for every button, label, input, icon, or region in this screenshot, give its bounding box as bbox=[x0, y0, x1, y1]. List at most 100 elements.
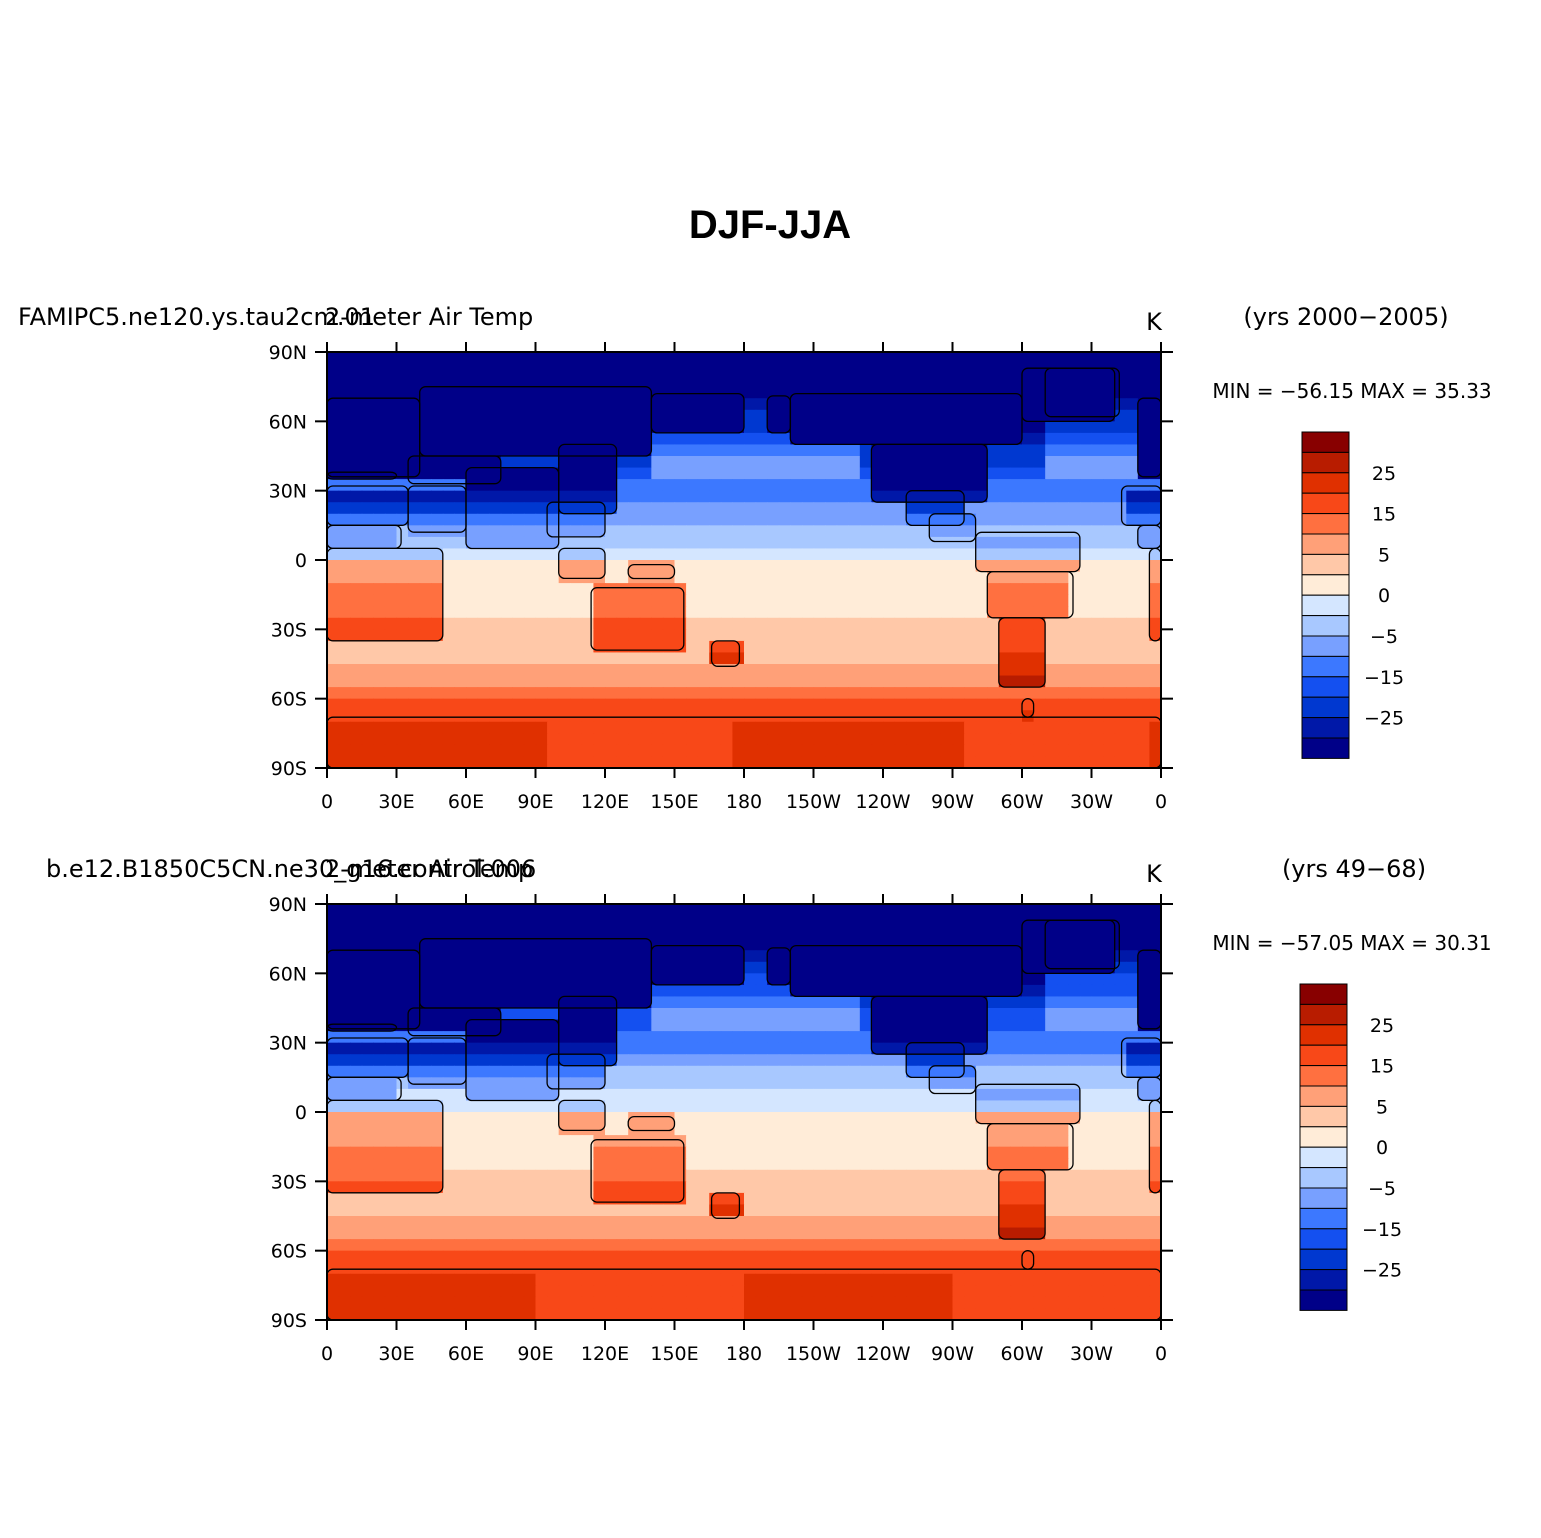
field-cell bbox=[952, 525, 965, 538]
field-cell bbox=[373, 721, 386, 734]
field-cell bbox=[929, 594, 942, 607]
field-cell bbox=[732, 687, 745, 700]
field-cell bbox=[384, 961, 398, 974]
field-cell bbox=[558, 490, 571, 503]
field-cell bbox=[477, 1192, 490, 1206]
field-cell bbox=[975, 606, 988, 619]
field-cell bbox=[1010, 421, 1023, 434]
field-cell bbox=[1033, 996, 1046, 1009]
field-cell bbox=[651, 386, 664, 399]
field-cell bbox=[848, 1239, 861, 1252]
field-cell bbox=[466, 548, 479, 561]
field-cell bbox=[1056, 733, 1069, 746]
field-cell bbox=[975, 1123, 988, 1136]
field-cell bbox=[1033, 456, 1046, 469]
field-cell bbox=[732, 502, 745, 515]
field-cell bbox=[396, 571, 409, 584]
field-cell bbox=[558, 652, 571, 665]
field-cell bbox=[917, 961, 930, 974]
field-cell bbox=[709, 525, 722, 538]
field-cell bbox=[1126, 652, 1139, 665]
field-cell bbox=[697, 1112, 710, 1125]
field-cell bbox=[373, 961, 386, 974]
field-cell bbox=[1114, 1216, 1127, 1229]
field-cell bbox=[442, 375, 456, 388]
field-cell bbox=[581, 490, 595, 503]
field-cell bbox=[327, 490, 340, 503]
field-cell bbox=[848, 606, 861, 619]
field-cell bbox=[581, 1019, 595, 1032]
field-cell bbox=[813, 1088, 826, 1102]
field-cell bbox=[1045, 1250, 1058, 1263]
field-cell bbox=[605, 904, 618, 917]
field-cell bbox=[512, 1042, 525, 1055]
field-cell bbox=[709, 617, 722, 630]
field-cell bbox=[512, 756, 525, 769]
field-cell bbox=[581, 363, 595, 376]
field-cell bbox=[373, 571, 386, 584]
field-cell bbox=[848, 536, 861, 550]
field-cell bbox=[1103, 386, 1116, 399]
field-cell bbox=[500, 467, 513, 480]
field-cell bbox=[720, 756, 734, 769]
field-cell bbox=[790, 1008, 803, 1021]
field-cell bbox=[454, 984, 467, 998]
field-cell bbox=[558, 698, 571, 711]
field-cell bbox=[1045, 996, 1058, 1009]
field-cell bbox=[709, 961, 722, 974]
field-cell bbox=[697, 1077, 710, 1090]
field-cell bbox=[466, 1262, 479, 1275]
field-cell bbox=[674, 675, 687, 688]
field-cell bbox=[500, 583, 513, 596]
field-cell bbox=[547, 502, 560, 515]
field-cell bbox=[361, 386, 374, 399]
field-cell bbox=[1126, 560, 1139, 573]
field-cell bbox=[466, 617, 479, 630]
field-cell bbox=[466, 687, 479, 700]
field-cell bbox=[662, 1181, 676, 1194]
field-cell bbox=[662, 409, 676, 422]
field-cell bbox=[801, 938, 815, 951]
field-cell bbox=[628, 984, 641, 998]
field-cell bbox=[489, 617, 502, 630]
field-cell bbox=[1033, 548, 1046, 561]
field-cell bbox=[338, 560, 351, 573]
field-cell bbox=[1033, 560, 1046, 573]
field-cell bbox=[384, 432, 398, 446]
field-cell bbox=[1045, 363, 1058, 376]
field-cell bbox=[500, 1250, 513, 1263]
field-cell bbox=[384, 640, 398, 654]
field-cell bbox=[1056, 927, 1069, 940]
field-cell bbox=[373, 1077, 386, 1090]
field-cell bbox=[859, 961, 873, 974]
field-cell bbox=[454, 1054, 467, 1067]
field-cell bbox=[732, 950, 745, 963]
field-cell bbox=[419, 1262, 432, 1275]
field-cell bbox=[327, 756, 340, 769]
field-cell bbox=[512, 490, 525, 503]
field-cell bbox=[1010, 1216, 1023, 1229]
field-cell bbox=[547, 973, 560, 986]
field-cell bbox=[1068, 733, 1081, 746]
field-cell bbox=[558, 1008, 571, 1021]
field-cell bbox=[1045, 1008, 1058, 1021]
field-cell bbox=[1091, 904, 1104, 917]
field-cell bbox=[906, 606, 919, 619]
field-cell bbox=[535, 606, 548, 619]
field-cell bbox=[1137, 915, 1151, 928]
field-cell bbox=[454, 698, 467, 711]
field-cell bbox=[547, 927, 560, 940]
field-cell bbox=[778, 1054, 791, 1067]
field-cell bbox=[419, 525, 432, 538]
field-cell bbox=[523, 687, 537, 700]
field-cell bbox=[917, 1146, 930, 1159]
field-cell bbox=[964, 1192, 977, 1206]
field-cell bbox=[361, 915, 374, 928]
field-cell bbox=[1149, 744, 1162, 758]
field-cell bbox=[813, 1008, 826, 1021]
field-cell bbox=[419, 640, 432, 654]
field-cell bbox=[720, 352, 734, 365]
field-cell bbox=[639, 687, 652, 700]
field-cell bbox=[767, 409, 780, 422]
field-cell bbox=[523, 1088, 537, 1102]
